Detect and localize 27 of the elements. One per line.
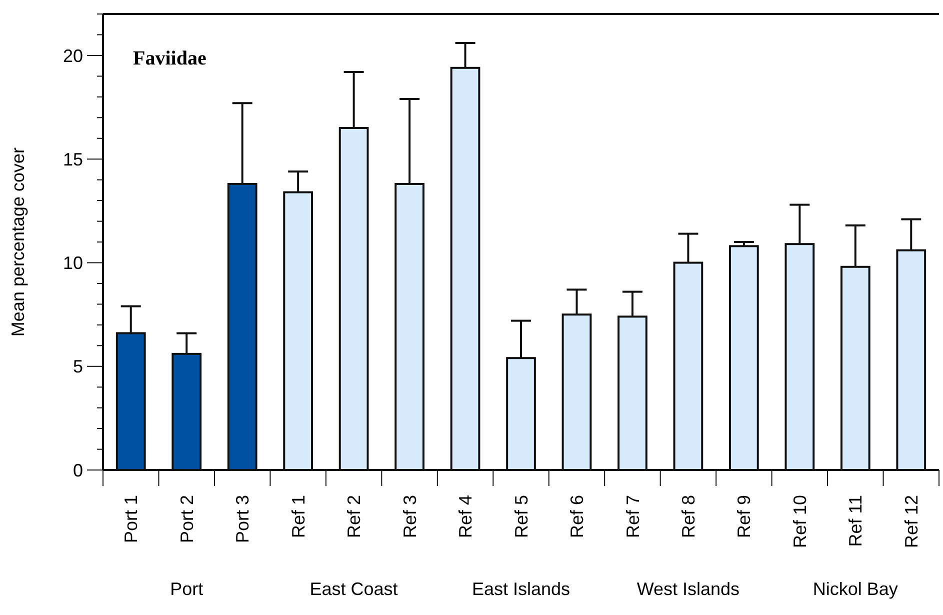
text: East Coast xyxy=(310,579,398,599)
y-tick-label: 10 xyxy=(62,253,83,274)
x-tick-label: Ref 7 xyxy=(622,495,643,538)
x-tick-label: Ref 6 xyxy=(567,495,588,538)
y-tick-label: 5 xyxy=(72,356,83,377)
x-tick-label: Port 1 xyxy=(121,495,142,544)
x-tick-label: Ref 8 xyxy=(678,495,698,538)
x-tick-label: Ref 9 xyxy=(734,495,754,538)
text: West Islands xyxy=(636,579,740,599)
text: East Islands xyxy=(472,579,570,599)
y-tick-label: 20 xyxy=(62,46,83,66)
x-tick-label: Ref 3 xyxy=(400,495,420,538)
text: Port xyxy=(170,579,204,599)
x-tick-label: Ref 10 xyxy=(790,495,810,548)
x-tick-label: Ref 12 xyxy=(901,495,922,548)
x-tick-label: Ref 5 xyxy=(511,495,532,538)
x-tick-label: Port 3 xyxy=(232,495,253,544)
x-tick-label: Ref 11 xyxy=(846,495,866,547)
x-tick-label: Ref 1 xyxy=(288,495,308,538)
y-axis-title: Mean percentage cover xyxy=(8,147,28,337)
x-tick-label: Ref 4 xyxy=(456,495,476,538)
y-tick-label: 0 xyxy=(72,460,83,480)
text: Faviidae xyxy=(133,47,206,70)
text: Nickol Bay xyxy=(812,579,898,599)
y-tick-label: 15 xyxy=(62,149,83,170)
x-tick-label: Port 2 xyxy=(176,495,197,544)
x-tick-label: Ref 2 xyxy=(344,495,364,538)
